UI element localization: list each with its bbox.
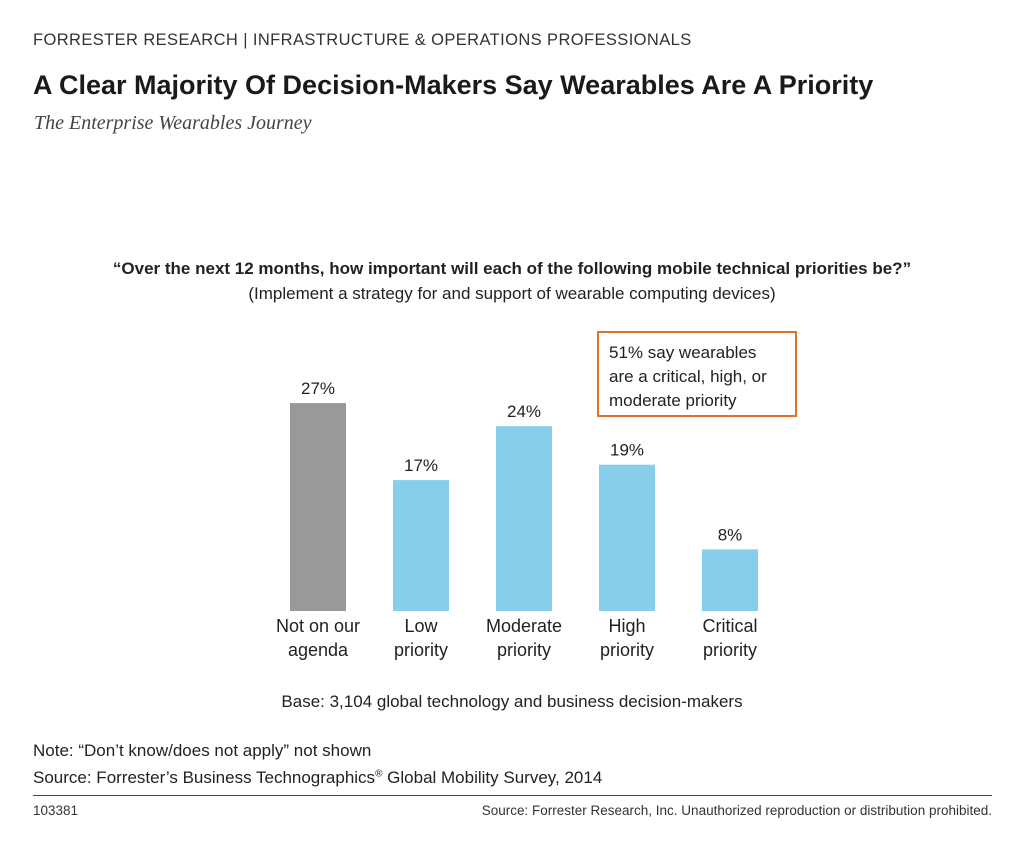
callout-line-3: moderate priority: [609, 391, 737, 410]
survey-question-subtext: (Implement a strategy for and support of…: [248, 284, 776, 303]
bar-value-label-4: 8%: [718, 525, 743, 544]
registered-mark: ®: [375, 768, 383, 780]
callout-line-2: are a critical, high, or: [609, 367, 767, 386]
bar-3: [599, 464, 655, 611]
category-label-0-line-1: agenda: [288, 640, 349, 660]
source-prefix: Source: Forrester’s Business Technograph…: [33, 768, 376, 787]
page-title: A Clear Majority Of Decision-Makers Say …: [33, 70, 874, 100]
category-label-3-line-0: High: [608, 616, 645, 636]
category-label-1-line-0: Low: [404, 616, 438, 636]
source-line: Source: Forrester’s Business Technograph…: [33, 768, 602, 788]
category-label-1-line-1: priority: [394, 640, 448, 660]
category-label-2-line-0: Moderate: [486, 616, 562, 636]
bar-value-label-2: 24%: [507, 402, 541, 421]
figure-id: 103381: [33, 803, 79, 818]
page-subtitle: The Enterprise Wearables Journey: [34, 112, 312, 134]
bar-value-label-1: 17%: [404, 456, 438, 475]
bar-2: [496, 426, 552, 611]
category-label-3-line-1: priority: [600, 640, 654, 660]
footer-divider: [33, 795, 992, 796]
copyright-notice: Source: Forrester Research, Inc. Unautho…: [481, 803, 992, 818]
category-label-0-line-0: Not on our: [276, 616, 360, 636]
source-suffix: Global Mobility Survey, 2014: [382, 768, 603, 787]
category-label-4-line-0: Critical: [702, 616, 757, 636]
category-label-4-line-1: priority: [703, 640, 757, 660]
bar-value-label-3: 19%: [610, 441, 644, 460]
base-note: Base: 3,104 global technology and busine…: [281, 692, 743, 711]
bar-0: [290, 403, 346, 611]
bar-4: [702, 549, 758, 611]
bar-1: [393, 480, 449, 611]
bar-value-label-0: 27%: [301, 379, 335, 398]
callout-line-1: 51% say wearables: [609, 343, 757, 362]
callout-box: 51% say wearables are a critical, high, …: [597, 331, 797, 417]
survey-question: “Over the next 12 months, how important …: [112, 259, 912, 278]
category-label-2-line-1: priority: [497, 640, 551, 660]
footnote: Note: “Don’t know/does not apply” not sh…: [33, 741, 372, 760]
org-line: FORRESTER RESEARCH | INFRASTRUCTURE & OP…: [33, 31, 692, 49]
